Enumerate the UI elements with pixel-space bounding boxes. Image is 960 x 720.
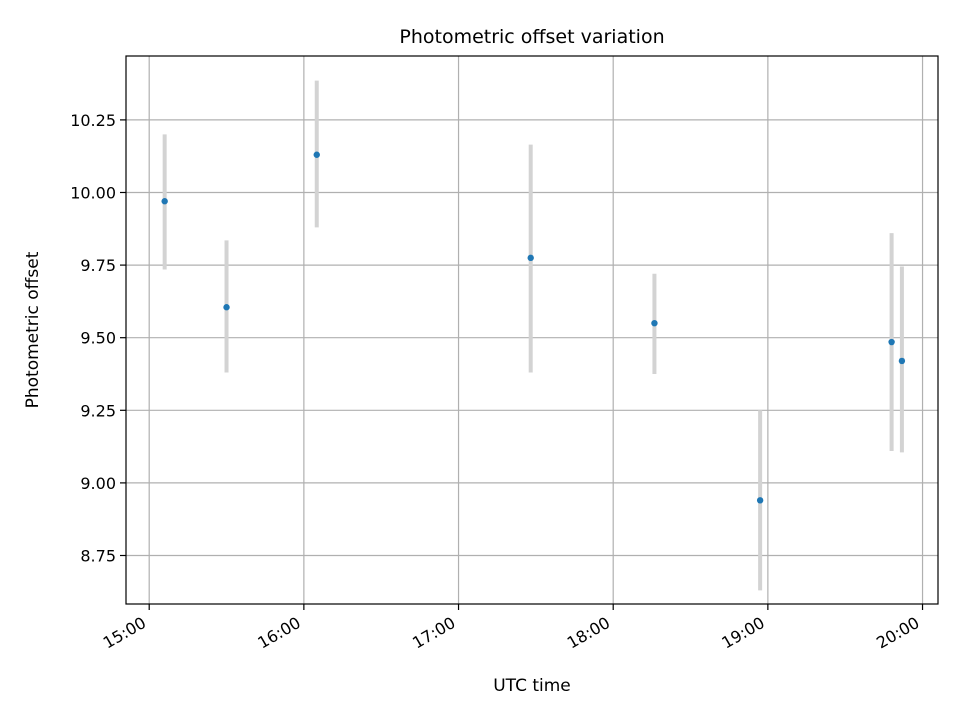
y-tick-label: 9.50 xyxy=(80,329,116,348)
data-point xyxy=(223,304,230,311)
y-tick-label: 9.75 xyxy=(80,256,116,275)
y-tick-label: 10.25 xyxy=(70,111,116,130)
data-points xyxy=(161,151,906,504)
data-point xyxy=(898,357,906,365)
data-point xyxy=(313,151,320,158)
y-tick-label: 8.75 xyxy=(80,547,116,566)
y-tick-label: 9.00 xyxy=(80,474,116,493)
y-axis-label: Photometric offset xyxy=(23,251,43,408)
data-point xyxy=(756,497,764,504)
y-tick-label: 9.25 xyxy=(80,401,116,420)
x-axis-label: UTC time xyxy=(493,676,571,696)
chart-title: Photometric offset variation xyxy=(399,26,664,48)
data-point xyxy=(651,319,658,327)
plot-frame xyxy=(125,55,939,605)
y-tick-label: 10.00 xyxy=(70,183,116,202)
data-point xyxy=(161,198,168,205)
grid xyxy=(126,56,938,604)
data-point xyxy=(888,338,895,346)
data-point xyxy=(527,254,534,262)
